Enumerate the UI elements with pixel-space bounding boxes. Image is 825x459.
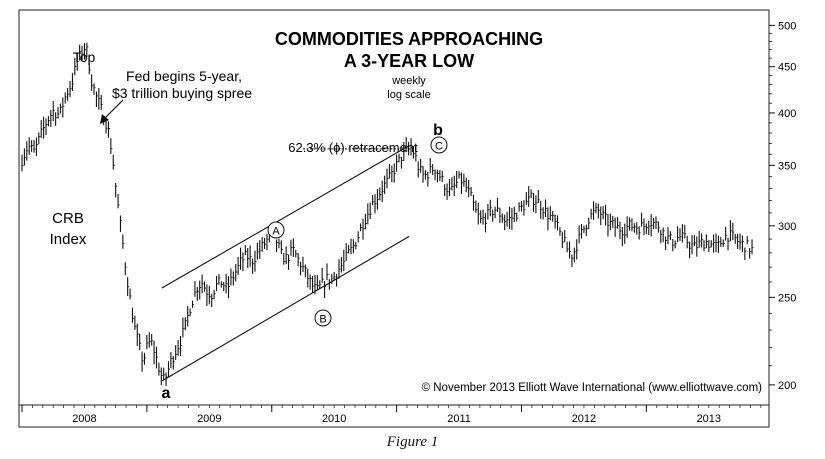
x-tick-label: 2013 (697, 413, 721, 425)
chart-subtitle-line1: weekly (391, 75, 426, 87)
series-label-line2: Index (50, 231, 87, 248)
wave-B-circle (314, 309, 332, 327)
wave-C-label: C (435, 141, 443, 153)
x-axis-band (18, 404, 770, 428)
wave-B-label: B (319, 314, 326, 326)
figure-caption: Figure 1 (386, 434, 439, 450)
y-axis: 200 250 300 350 400 450 500 (769, 20, 796, 392)
y-tick-label: 350 (778, 160, 796, 172)
series-label-line1: CRB (52, 210, 84, 227)
fed-note-arrowhead (100, 114, 109, 124)
wave-A-label: A (272, 226, 280, 238)
channel-lower-line (161, 235, 410, 382)
chart-title-line2: A 3-YEAR LOW (344, 51, 474, 71)
fed-note-line2: $3 trillion buying spree (112, 85, 252, 101)
fed-note-line1: Fed begins 5-year, (126, 68, 242, 84)
y-tick-label: 250 (778, 292, 796, 304)
chart-subtitle-line2: log scale (387, 89, 430, 101)
x-tick-label: 2012 (572, 413, 596, 425)
plot-frame (18, 9, 770, 406)
retracement-label: 62.3% (ϕ) retracement (288, 140, 418, 155)
wave-a-label: a (162, 385, 171, 402)
wave-A-circle (267, 221, 285, 239)
trend-channel (161, 145, 410, 382)
copyright-note: © November 2013 Elliott Wave Internation… (422, 382, 763, 394)
channel-upper-line (161, 145, 410, 289)
x-axis: 2008 2009 2010 2011 2012 2013 (21, 405, 762, 425)
y-tick-label: 300 (778, 221, 796, 233)
wave-C-circle (430, 136, 448, 154)
x-tick-label: 2011 (447, 413, 471, 425)
wave-b-label: b (433, 122, 443, 139)
x-tick-label: 2009 (197, 413, 221, 425)
fed-note-arrow (103, 99, 124, 120)
x-tick-label: 2010 (322, 413, 346, 425)
x-tick-label: 2008 (72, 413, 96, 425)
top-label: Top (73, 49, 96, 65)
y-tick-label: 400 (778, 108, 796, 120)
price-bars (21, 42, 754, 386)
y-tick-label: 200 (778, 380, 796, 392)
y-tick-label: 450 (778, 62, 796, 74)
y-tick-label: 500 (778, 20, 796, 32)
chart-title-line1: COMMODITIES APPROACHING (275, 29, 543, 49)
